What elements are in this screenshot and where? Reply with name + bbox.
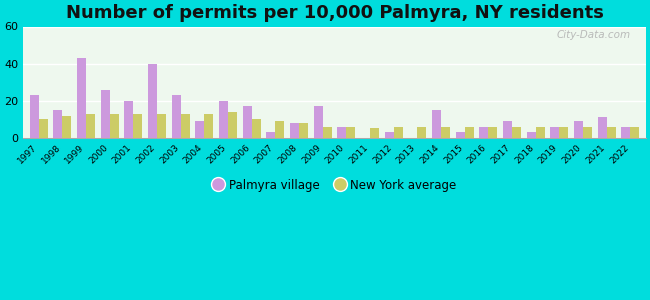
Bar — [583, 127, 592, 138]
Bar — [488, 127, 497, 138]
Bar — [512, 127, 521, 138]
Bar — [124, 101, 133, 138]
Bar — [480, 127, 488, 138]
Bar — [417, 127, 426, 138]
Bar — [337, 127, 346, 138]
Bar — [133, 114, 142, 138]
Bar — [598, 117, 606, 138]
Bar — [53, 110, 62, 138]
Bar — [242, 106, 252, 138]
Bar — [526, 132, 536, 138]
Bar — [290, 123, 299, 138]
Bar — [299, 123, 308, 138]
Bar — [29, 95, 38, 138]
Bar — [385, 132, 394, 138]
Bar — [536, 127, 545, 138]
Bar — [276, 121, 284, 138]
Bar — [172, 95, 181, 138]
Bar — [574, 121, 583, 138]
Bar — [503, 121, 512, 138]
Bar — [86, 114, 95, 138]
Bar — [346, 127, 356, 138]
Bar — [252, 119, 261, 138]
Bar — [266, 132, 276, 138]
Bar — [322, 127, 332, 138]
Bar — [181, 114, 190, 138]
Bar — [630, 127, 640, 138]
Bar — [157, 114, 166, 138]
Bar — [394, 127, 403, 138]
Bar — [606, 127, 616, 138]
Bar — [195, 121, 204, 138]
Bar — [62, 116, 72, 138]
Bar — [441, 127, 450, 138]
Bar — [77, 58, 86, 138]
Bar — [110, 114, 118, 138]
Bar — [219, 101, 228, 138]
Bar — [228, 112, 237, 138]
Bar — [621, 127, 630, 138]
Title: Number of permits per 10,000 Palmyra, NY residents: Number of permits per 10,000 Palmyra, NY… — [66, 4, 603, 22]
Bar — [148, 64, 157, 138]
Bar — [314, 106, 322, 138]
Bar — [465, 127, 474, 138]
Bar — [204, 114, 213, 138]
Bar — [456, 132, 465, 138]
Bar — [38, 119, 47, 138]
Bar — [551, 127, 560, 138]
Legend: Palmyra village, New York average: Palmyra village, New York average — [207, 174, 462, 197]
Bar — [101, 89, 110, 138]
Bar — [560, 127, 568, 138]
Bar — [370, 128, 379, 138]
Bar — [432, 110, 441, 138]
Text: City-Data.com: City-Data.com — [556, 30, 630, 40]
